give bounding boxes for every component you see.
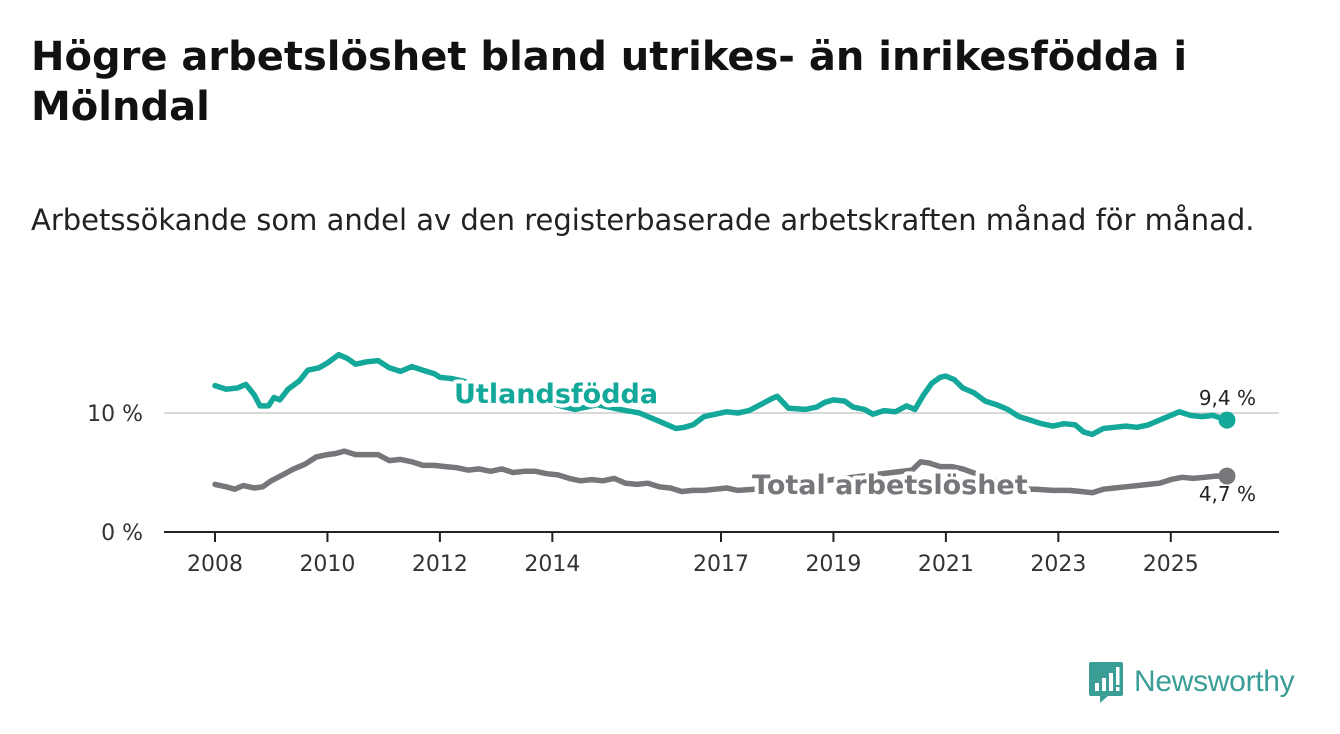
chart-title: Högre arbetslöshet bland utrikes- än inr…	[31, 34, 1188, 130]
newsworthy-logo-icon	[1089, 662, 1123, 703]
series-label-utlandsfodda: Utlandsfödda	[454, 379, 658, 410]
x-axis-ticks: 2008 2010 2012 2014 2017 2019 2021 2023 2025	[187, 532, 1199, 577]
series-line-total-arbetsloshet	[212, 448, 1230, 496]
x-tick-label-2010: 2010	[299, 552, 355, 577]
x-tick-label-2012: 2012	[412, 552, 468, 577]
end-value-utlandsfodda: 9,4 %	[1199, 386, 1256, 410]
x-tick-label-2008: 2008	[187, 552, 243, 577]
x-tick-label-2019: 2019	[805, 552, 861, 577]
series-end-point-total-arbetsloshet	[1218, 467, 1236, 485]
end-value-total-arbetsloshet: 4,7 %	[1199, 482, 1256, 506]
newsworthy-brand-name: Newsworthy	[1134, 665, 1295, 698]
x-tick-label-2017: 2017	[693, 552, 749, 577]
series-labels: Utlandsfödda Total arbetslöshet 9,4 % 4,…	[450, 375, 1256, 506]
x-tick-label-2014: 2014	[524, 552, 580, 577]
y-tick-label-0: 0 %	[101, 521, 143, 546]
x-tick-label-2021: 2021	[918, 552, 974, 577]
newsworthy-logo: Newsworthy	[1088, 660, 1295, 704]
chart-subtitle: Arbetssökande som andel av den registerb…	[31, 203, 1255, 237]
y-axis-ticks: 0 % 10 %	[87, 402, 143, 546]
series-end-point-utlandsfodda	[1218, 411, 1236, 429]
series-label-total-arbetsloshet: Total arbetslöshet	[752, 470, 1028, 501]
series-line-utlandsfodda	[212, 351, 1230, 438]
series	[212, 351, 1236, 496]
y-tick-label-10: 10 %	[87, 402, 143, 427]
x-tick-label-2023: 2023	[1030, 552, 1086, 577]
x-tick-label-2025: 2025	[1143, 552, 1199, 577]
